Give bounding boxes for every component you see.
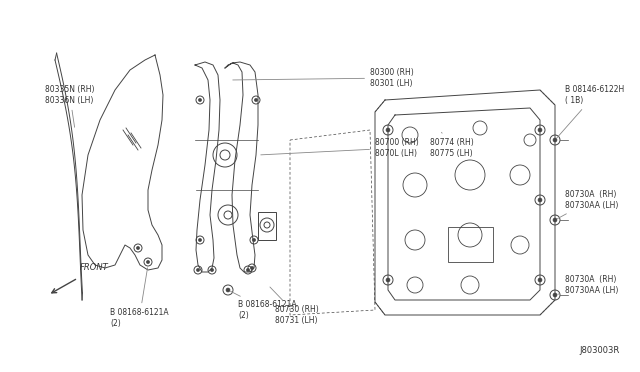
- Text: 80730A  (RH)
80730AA (LH): 80730A (RH) 80730AA (LH): [557, 190, 618, 219]
- Text: 80335N (RH)
80336N (LH): 80335N (RH) 80336N (LH): [45, 85, 95, 127]
- FancyBboxPatch shape: [448, 227, 493, 262]
- Text: B 08168-6121A
(2): B 08168-6121A (2): [110, 268, 168, 328]
- Text: 80300 (RH)
80301 (LH): 80300 (RH) 80301 (LH): [233, 68, 413, 88]
- Circle shape: [553, 138, 557, 142]
- Circle shape: [226, 288, 230, 292]
- Circle shape: [136, 246, 140, 250]
- Text: 80730A  (RH)
80730AA (LH): 80730A (RH) 80730AA (LH): [557, 275, 618, 295]
- Circle shape: [538, 278, 542, 282]
- Circle shape: [211, 269, 214, 272]
- Text: B 08146-6122H
( 1B): B 08146-6122H ( 1B): [557, 85, 624, 138]
- Circle shape: [538, 198, 542, 202]
- Circle shape: [198, 238, 202, 241]
- Text: FRONT: FRONT: [80, 263, 109, 272]
- Circle shape: [386, 128, 390, 132]
- Circle shape: [246, 269, 250, 272]
- FancyBboxPatch shape: [258, 212, 276, 240]
- Circle shape: [553, 293, 557, 297]
- Circle shape: [386, 278, 390, 282]
- Text: J803003R: J803003R: [580, 346, 620, 355]
- Text: B 08168-6121A
(2): B 08168-6121A (2): [230, 291, 296, 320]
- Circle shape: [252, 238, 255, 241]
- Circle shape: [147, 260, 150, 264]
- Circle shape: [196, 269, 200, 272]
- Circle shape: [255, 99, 258, 102]
- Circle shape: [250, 266, 253, 270]
- Text: 80700 (RH)
8070L (LH): 80700 (RH) 8070L (LH): [260, 138, 419, 158]
- Text: 80774 (RH)
80775 (LH): 80774 (RH) 80775 (LH): [430, 132, 474, 158]
- Circle shape: [198, 99, 202, 102]
- Text: 80730 (RH)
80731 (LH): 80730 (RH) 80731 (LH): [270, 287, 319, 325]
- Circle shape: [538, 128, 542, 132]
- Circle shape: [553, 218, 557, 222]
